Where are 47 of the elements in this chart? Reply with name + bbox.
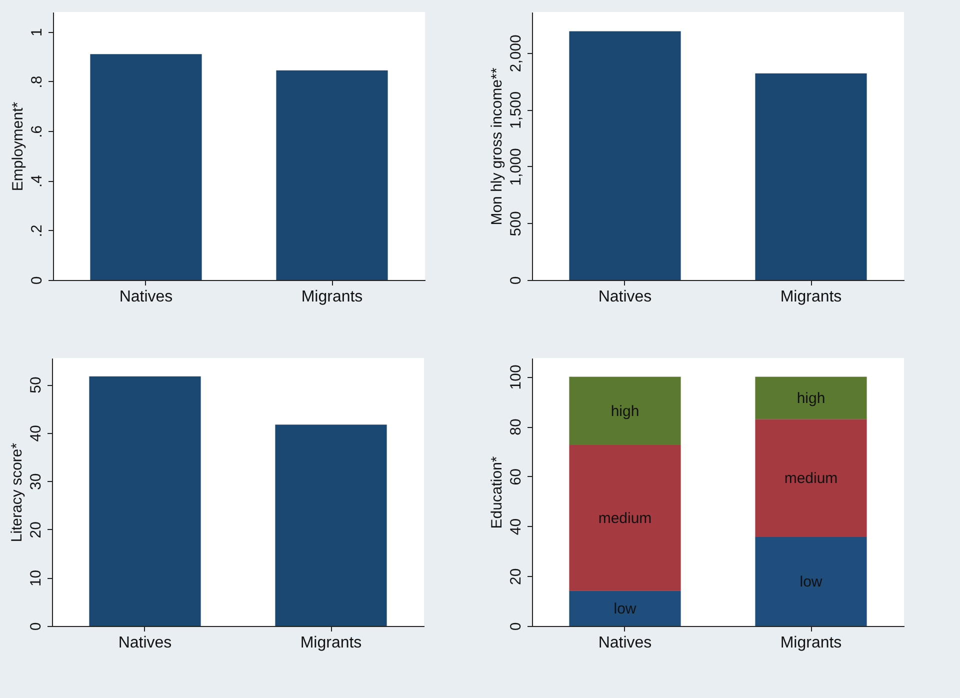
y-tick-label: 2,000 [508, 34, 524, 72]
text: high [610, 402, 640, 420]
x-tick-label: Natives [119, 288, 173, 306]
y-tick-label: 40 [508, 518, 524, 536]
series-label: high [796, 390, 826, 407]
y-tick-label: 100 [508, 364, 524, 390]
x-tick-label: Migrants [301, 288, 363, 306]
y-tick-label: 40 [28, 425, 44, 442]
y-axis-title: Employment* [10, 102, 26, 192]
y-tick-label: 0 [508, 276, 524, 285]
bar [569, 376, 681, 446]
x-tick-label: Migrants [780, 288, 842, 306]
series-label: medium [598, 510, 652, 527]
bar [569, 445, 681, 591]
bar [755, 376, 867, 420]
y-tick-label: 1,000 [508, 148, 524, 186]
bar [755, 537, 867, 626]
bar [569, 590, 681, 626]
y-axis-title: Education* [488, 456, 506, 529]
y-tick-label: .6 [28, 125, 46, 138]
y-tick-label: 20 [28, 522, 44, 538]
bar [755, 419, 867, 537]
text: low [800, 574, 822, 590]
series-label: low [614, 600, 636, 618]
x-tick-label: Natives [118, 634, 172, 652]
x-tick-label: Migrants [300, 634, 362, 652]
y-tick-label: 500 [508, 211, 524, 236]
y-tick-label: 30 [28, 473, 44, 490]
y-tick-label: 0 [28, 276, 46, 285]
x-tick-label: Natives [598, 634, 652, 652]
y-tick-label: .8 [28, 76, 46, 88]
y-tick-label: 0 [508, 622, 524, 631]
x-tick-label: Natives [598, 288, 652, 306]
y-axis-title: Literacy score* [8, 442, 26, 542]
y-tick-label: 20 [508, 568, 524, 585]
y-tick-label: .2 [28, 224, 46, 238]
y-tick-label: 60 [508, 468, 524, 486]
y-tick-label: 1 [28, 28, 46, 37]
y-tick-label: 10 [28, 570, 44, 587]
y-tick-label: 80 [508, 418, 524, 436]
y-tick-label: 1,500 [508, 91, 524, 129]
text: medium [784, 470, 838, 488]
y-tick-label: 50 [28, 376, 44, 394]
y-tick-label: .4 [28, 174, 46, 188]
x-tick-label: Migrants [780, 634, 842, 652]
y-axis-title: Mon hly gross income** [488, 68, 506, 226]
y-tick-label: 0 [28, 622, 44, 631]
